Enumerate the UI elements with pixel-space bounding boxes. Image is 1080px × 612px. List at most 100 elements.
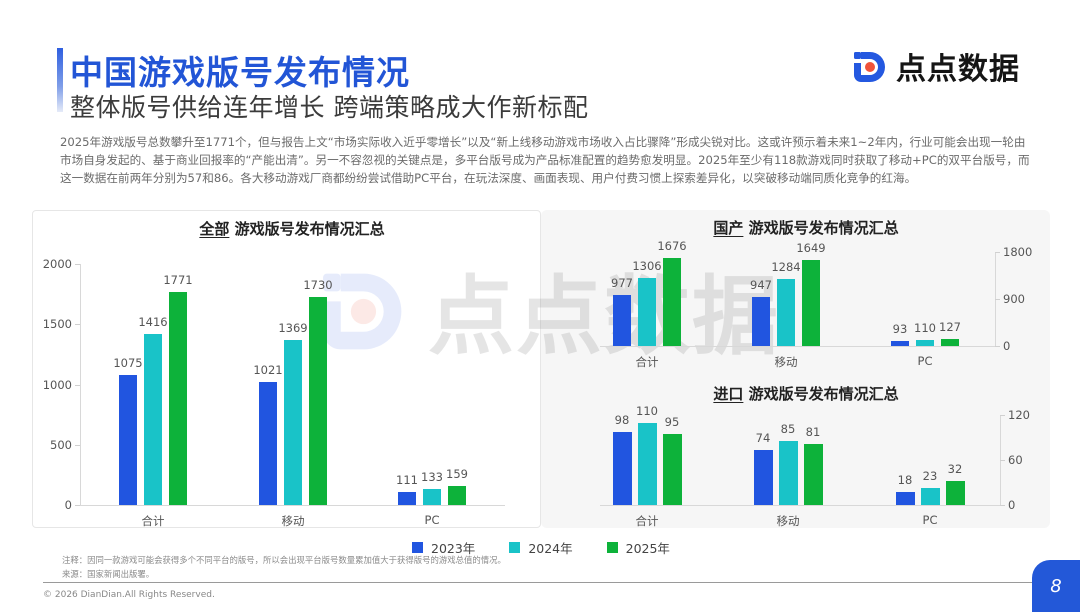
bar-value-label: 23: [922, 468, 938, 483]
note-text: 注释：因同一款游戏可能会获得多个不同平台的版号，所以会出现平台版号数量累加值大于…: [62, 555, 506, 565]
x-category-label: 移动: [774, 355, 798, 369]
bar-value-label: 93: [892, 322, 908, 337]
bar-2025: [662, 433, 682, 505]
bar-2023: [891, 341, 909, 346]
x-axis-line: [80, 505, 505, 506]
bar-value-label: 110: [914, 321, 936, 336]
legend-item-2024: 2024年: [509, 538, 573, 557]
y-tick-mark: [995, 346, 1000, 347]
chart-title-text: 游戏版号发布情况汇总: [743, 219, 899, 237]
x-category-label: PC: [922, 513, 938, 527]
legend-swatch-icon: [412, 542, 423, 553]
x-category-label: PC: [917, 354, 933, 368]
y-tick-label: 2000: [42, 257, 72, 271]
bar-2024: [144, 334, 162, 505]
bar-2025: [309, 296, 327, 505]
bar-value-label: 32: [947, 462, 963, 476]
y-tick-label: 0: [1008, 498, 1016, 512]
bar-2024: [638, 277, 656, 346]
intro-paragraph: 2025年游戏版号总数攀升至1771个，但与报告上文“市场实际收入近乎零增长”以…: [60, 135, 1030, 186]
bar-2023: [753, 449, 773, 505]
bar-2025: [945, 481, 965, 505]
x-category-label: PC: [424, 513, 440, 527]
y-tick-label: 120: [1008, 408, 1030, 422]
legend-swatch-icon: [509, 542, 521, 553]
legend-swatch-icon: [606, 542, 618, 553]
page-subtitle: 整体版号供给连年增长 跨端策略成大作新标配: [70, 93, 589, 122]
chart-title: 进口 游戏版号发布情况汇总: [713, 383, 898, 404]
y-tick-label: 60: [1008, 453, 1023, 467]
y-tick-label: 1800: [1003, 245, 1033, 259]
bar-2023: [612, 431, 632, 505]
y-tick-label: 0: [1003, 339, 1011, 353]
chart-title-text: 游戏版号发布情况汇总: [743, 385, 899, 403]
y-tick-mark: [995, 252, 1000, 253]
y-tick-mark: [1000, 460, 1005, 461]
bar-value-label: 1075: [113, 356, 143, 371]
bar-2025: [448, 485, 466, 505]
legend-item-2023: 2023年: [412, 538, 475, 557]
page-number-badge: 8: [1032, 560, 1080, 612]
bar-value-label: 1676: [657, 239, 687, 254]
bar-value-label: 947: [750, 277, 772, 292]
diandian-logo-icon: [852, 47, 890, 85]
bar-value-label: 127: [939, 320, 961, 335]
bar-2024: [777, 278, 795, 346]
footer-divider: [43, 582, 1035, 583]
bar-2025: [941, 339, 959, 346]
bar-value-label: 977: [611, 275, 633, 290]
bar-value-label: 85: [780, 422, 796, 437]
legend-item-2025: 2025年: [606, 538, 670, 557]
chart-legend: 2023年 2024年 2025年: [412, 538, 670, 557]
x-category-label: 合计: [635, 514, 659, 528]
title-accent-bar: [57, 48, 63, 112]
chart-title-prefix: 全部: [199, 220, 230, 238]
footnotes: 注释：因同一款游戏可能会获得多个不同平台的版号，所以会出现平台版号数量累加值大于…: [62, 553, 506, 581]
x-axis-line: [600, 505, 1000, 506]
bar-2023: [895, 491, 915, 505]
bar-value-label: 110: [636, 403, 658, 418]
y-tick-mark: [1000, 505, 1005, 506]
y-tick-label: 1000: [42, 377, 72, 392]
y-tick-mark: [75, 264, 80, 265]
bar-value-label: 95: [664, 414, 680, 429]
brand-name: 点点数据: [896, 52, 1020, 87]
y-axis-line: [80, 264, 81, 505]
y-tick-label: 0: [64, 498, 72, 512]
x-category-label: 移动: [281, 514, 305, 528]
chart-title-text: 游戏版号发布情况汇总: [229, 220, 385, 238]
bar-2024: [637, 422, 657, 505]
y-tick-label: 900: [1003, 292, 1025, 306]
bar-2024: [778, 441, 798, 505]
legend-label: 2024年: [528, 541, 573, 556]
bar-2024: [284, 340, 302, 505]
bar-2023: [752, 296, 770, 346]
bar-value-label: 1771: [163, 272, 193, 287]
bar-value-label: 1416: [138, 315, 168, 330]
bar-value-label: 74: [755, 430, 771, 445]
bar-2024: [423, 488, 441, 505]
y-tick-mark: [75, 384, 80, 386]
bar-2025: [169, 291, 187, 505]
page-number: 8: [1050, 575, 1062, 597]
bar-2024: [920, 487, 940, 505]
x-category-label: 合计: [141, 514, 165, 528]
bar-2023: [259, 381, 277, 505]
y-tick-label: 500: [50, 437, 72, 452]
y-tick-mark: [75, 505, 80, 506]
bar-2025: [663, 258, 681, 346]
y-tick-label: 1500: [42, 317, 72, 332]
legend-label: 2025年: [625, 541, 670, 556]
chart-title-prefix: 国产: [713, 219, 744, 237]
brand-logo: 点点数据: [852, 46, 1020, 87]
bar-value-label: 1306: [632, 258, 662, 273]
bar-value-label: 1649: [796, 240, 826, 255]
source-text: 来源：国家新闻出版署。: [62, 569, 155, 579]
chart-title: 国产 游戏版号发布情况汇总: [713, 217, 898, 238]
bar-2025: [802, 259, 820, 346]
bar-value-label: 1730: [303, 277, 333, 292]
chart-title: 全部 游戏版号发布情况汇总: [199, 218, 384, 239]
bar-value-label: 1021: [253, 362, 283, 377]
y-tick-mark: [995, 299, 1000, 300]
bar-value-label: 18: [897, 472, 913, 487]
